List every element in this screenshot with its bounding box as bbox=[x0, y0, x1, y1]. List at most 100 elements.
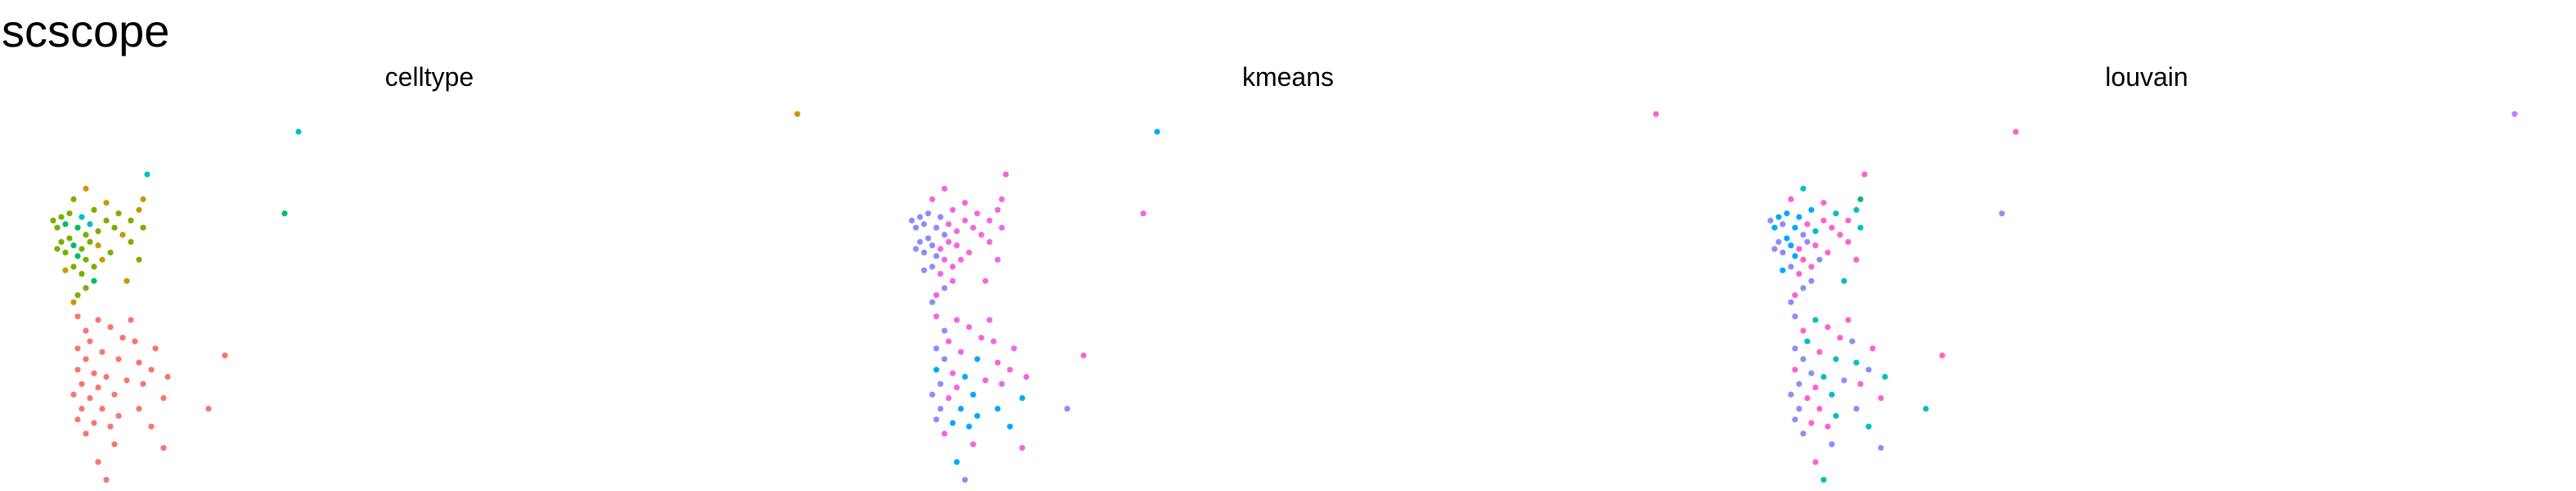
scatter-point bbox=[281, 210, 288, 217]
scatter-point bbox=[941, 327, 948, 334]
scatter-point bbox=[2511, 110, 2518, 117]
scatter-point bbox=[794, 110, 801, 117]
scatter-point bbox=[1804, 239, 1811, 246]
scatter-point bbox=[994, 206, 1001, 214]
scatter-point bbox=[95, 459, 101, 466]
scatter-point bbox=[83, 256, 89, 263]
scatter-point bbox=[921, 267, 927, 273]
panel-celltype: celltype bbox=[0, 57, 859, 483]
scatter-point bbox=[966, 324, 972, 331]
scatter-point bbox=[107, 324, 114, 331]
scatter-point bbox=[945, 338, 952, 345]
scatter-point bbox=[79, 405, 85, 412]
scatter-point bbox=[949, 370, 956, 376]
scatter-point bbox=[1080, 352, 1087, 358]
scatter-point bbox=[79, 271, 85, 277]
scatter-point bbox=[1007, 423, 1013, 430]
scatter-point bbox=[1812, 242, 1819, 249]
scatter-point bbox=[99, 256, 105, 263]
scatter-point bbox=[937, 271, 944, 277]
scatter-point bbox=[1808, 420, 1815, 426]
scatter-point bbox=[941, 356, 948, 363]
scatter-point bbox=[962, 476, 968, 483]
scatter-point bbox=[962, 217, 968, 224]
scatter-point bbox=[933, 417, 940, 423]
scatter-point bbox=[970, 441, 976, 448]
scatter-point bbox=[1800, 285, 1806, 291]
scatter-point bbox=[1792, 417, 1798, 423]
scatter-point bbox=[83, 356, 89, 363]
scatter-point bbox=[140, 381, 146, 387]
scatter-point bbox=[1812, 384, 1819, 391]
scatter-point bbox=[1064, 405, 1070, 412]
scatter-point bbox=[123, 277, 130, 284]
scatter-point bbox=[974, 210, 981, 217]
scatter-point bbox=[1816, 349, 1823, 355]
scatter-point bbox=[83, 232, 89, 238]
scatter-point bbox=[1824, 324, 1831, 331]
scatter-point bbox=[1788, 242, 1794, 249]
scatter-point bbox=[1845, 239, 1851, 246]
scatter-point bbox=[74, 253, 81, 259]
scatter-point bbox=[949, 420, 956, 426]
scatter-point bbox=[1800, 327, 1806, 334]
scatter-point bbox=[999, 196, 1005, 203]
scatter-point bbox=[140, 196, 146, 203]
scatter-point bbox=[958, 405, 964, 412]
scatter-point bbox=[1804, 221, 1811, 227]
scatter-point bbox=[128, 217, 134, 224]
scatter-point bbox=[990, 338, 997, 345]
scatter-point bbox=[148, 367, 155, 373]
scatter-point bbox=[1788, 264, 1794, 270]
scatter-point bbox=[70, 299, 77, 305]
scatter-point bbox=[921, 250, 927, 256]
scatter-point bbox=[95, 384, 101, 391]
scatter-point bbox=[70, 264, 77, 270]
scatter-point bbox=[83, 285, 89, 291]
scatter-point bbox=[103, 476, 110, 483]
scatter-point bbox=[74, 292, 81, 299]
scatter-point bbox=[1829, 441, 1835, 448]
scatter-point bbox=[128, 239, 134, 246]
scatter-point bbox=[949, 264, 956, 270]
scatter-point bbox=[136, 359, 142, 366]
scatter-point bbox=[1999, 210, 2005, 217]
scatter-point bbox=[1779, 267, 1786, 273]
scatter-point bbox=[1820, 217, 1827, 224]
scatter-point bbox=[986, 317, 993, 323]
scatter-point bbox=[87, 394, 93, 402]
scatter-point bbox=[925, 210, 931, 217]
scatter-point bbox=[160, 444, 167, 451]
scatter-point bbox=[115, 412, 122, 419]
scatter-plot-celltype bbox=[50, 110, 801, 483]
figure-title: scscope bbox=[2, 5, 170, 56]
scatter-point bbox=[74, 417, 81, 423]
scatter-point bbox=[107, 250, 114, 256]
scatter-point bbox=[999, 224, 1005, 231]
scatter-point bbox=[933, 253, 940, 259]
scatter-point bbox=[1784, 210, 1790, 217]
scatter-point bbox=[62, 221, 69, 227]
scatter-point bbox=[1857, 196, 1864, 203]
scatter-point bbox=[91, 370, 97, 376]
scatter-point bbox=[937, 246, 944, 252]
scatter-point bbox=[91, 206, 97, 214]
scatter-point bbox=[1019, 444, 1025, 451]
scatter-point bbox=[1779, 250, 1786, 256]
scatter-point bbox=[1796, 214, 1802, 220]
scatter-point bbox=[958, 349, 964, 355]
scatter-point bbox=[937, 381, 944, 387]
scatter-point bbox=[966, 250, 972, 256]
scatter-point bbox=[937, 214, 944, 220]
scatter-point bbox=[1824, 423, 1831, 430]
scatter-point bbox=[50, 217, 56, 224]
scatter-point bbox=[978, 335, 985, 341]
scatter-point bbox=[1837, 335, 1843, 341]
scatter-point bbox=[95, 227, 101, 235]
scatter-point bbox=[941, 185, 948, 192]
scatter-point bbox=[83, 430, 89, 437]
scatter-point bbox=[982, 377, 989, 384]
scatter-point bbox=[83, 327, 89, 334]
scatter-point bbox=[1775, 214, 1782, 220]
scatter-point bbox=[136, 256, 142, 263]
